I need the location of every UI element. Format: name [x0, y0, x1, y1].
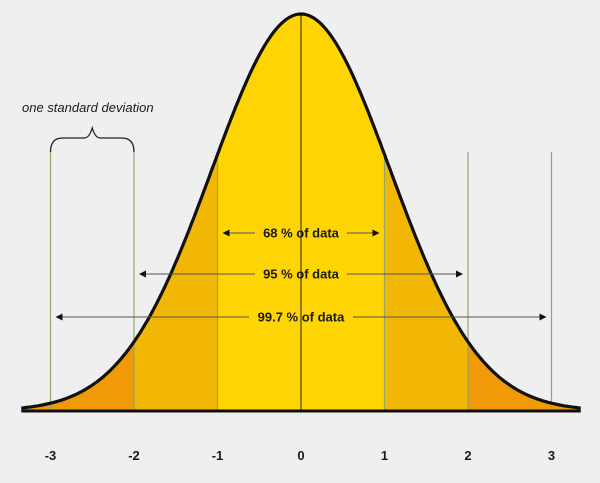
band-2: 95 % of data [139, 267, 463, 282]
middle-region-right [384, 154, 468, 411]
x-tick-label: 2 [464, 448, 471, 463]
band-label: 68 % of data [263, 226, 340, 241]
sd-brace [49, 125, 135, 153]
band-arrowhead-right [456, 270, 463, 278]
x-tick-labels: -3 -2 -1 0 1 2 3 [45, 448, 555, 463]
tail-region-right [468, 341, 581, 411]
x-tick-label: -2 [128, 448, 140, 463]
middle-region-left [134, 154, 218, 411]
bell-curve [21, 12, 581, 410]
band-arrowhead-left [139, 270, 146, 278]
x-tick-label: -1 [212, 448, 224, 463]
sd-annotation-label: one standard deviation [22, 100, 154, 115]
band-arrows: 68 % of data 95 % of data 99.7 % of data [55, 226, 547, 325]
x-tick-label: 0 [297, 448, 304, 463]
band-arrowhead-right [539, 313, 547, 321]
band-1: 68 % of data [222, 226, 380, 241]
x-tick-label: 1 [381, 448, 388, 463]
band-label: 95 % of data [263, 267, 340, 282]
band-arrowhead-right [372, 229, 380, 237]
tail-region-left [21, 341, 134, 411]
band-arrowhead-left [222, 229, 230, 237]
sd-gridlines [49, 152, 553, 411]
band-label: 99.7 % of data [258, 310, 345, 325]
x-tick-label: -3 [45, 448, 57, 463]
x-tick-label: 3 [548, 448, 555, 463]
band-3: 99.7 % of data [55, 310, 547, 325]
band-arrowhead-left [55, 313, 63, 321]
